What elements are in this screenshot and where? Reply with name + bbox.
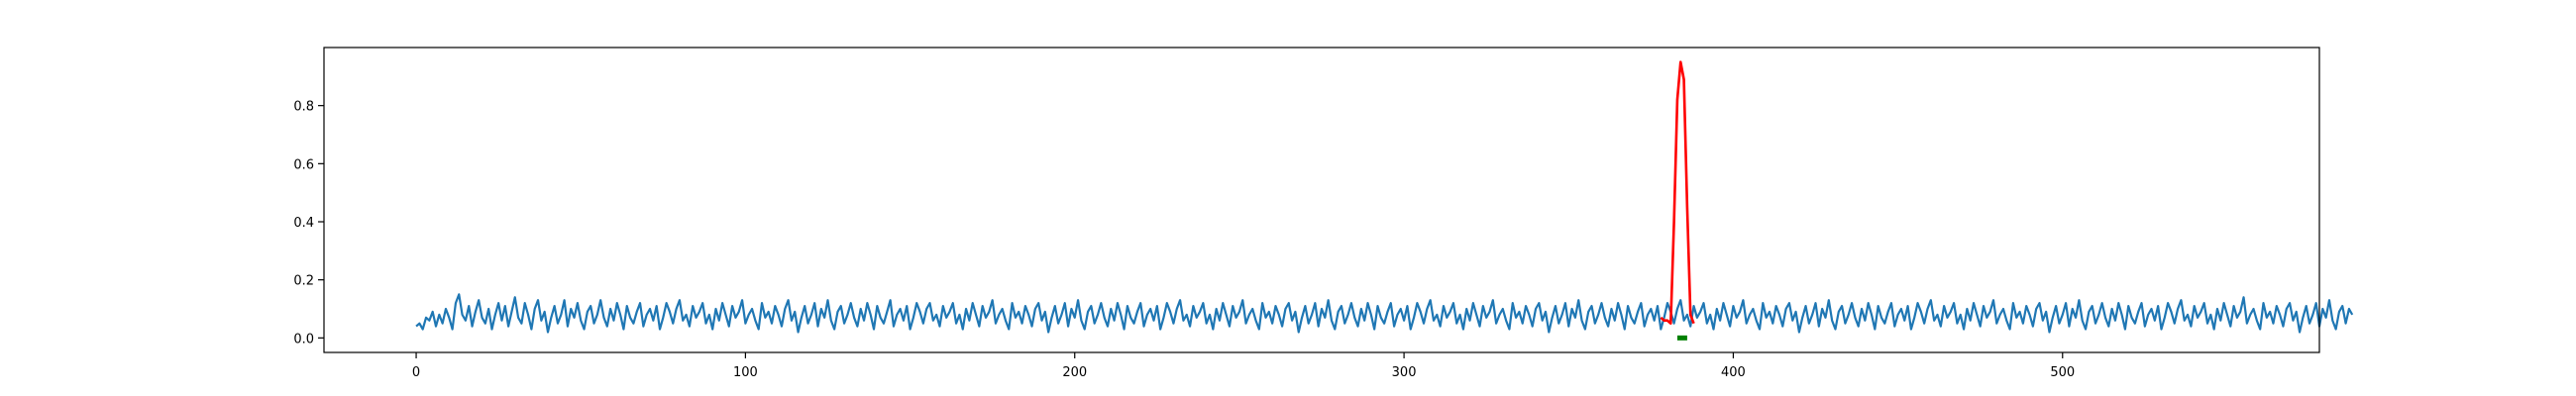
x-tick-label: 400 bbox=[1721, 365, 1746, 380]
series-line-1 bbox=[415, 293, 2354, 334]
x-axis: 0 100 200 300 400 500 bbox=[412, 352, 2075, 380]
y-tick-label: 0.0 bbox=[293, 332, 314, 346]
x-tick-label: 200 bbox=[1062, 365, 1087, 380]
y-tick-label: 0.4 bbox=[293, 216, 314, 231]
y-axis: 0.0 0.2 0.4 0.6 0.8 bbox=[293, 100, 324, 346]
y-tick-label: 0.2 bbox=[293, 274, 314, 289]
plot-frame bbox=[323, 47, 2320, 353]
y-tick-label: 0.8 bbox=[293, 100, 314, 115]
x-tick-label: 100 bbox=[733, 365, 758, 380]
x-tick-label: 300 bbox=[1392, 365, 1417, 380]
x-tick-label: 0 bbox=[412, 365, 420, 380]
x-tick-label: 500 bbox=[2050, 365, 2075, 380]
series-layer bbox=[415, 60, 2354, 341]
y-tick-label: 0.6 bbox=[293, 157, 314, 172]
series-line-2 bbox=[1660, 60, 1695, 325]
